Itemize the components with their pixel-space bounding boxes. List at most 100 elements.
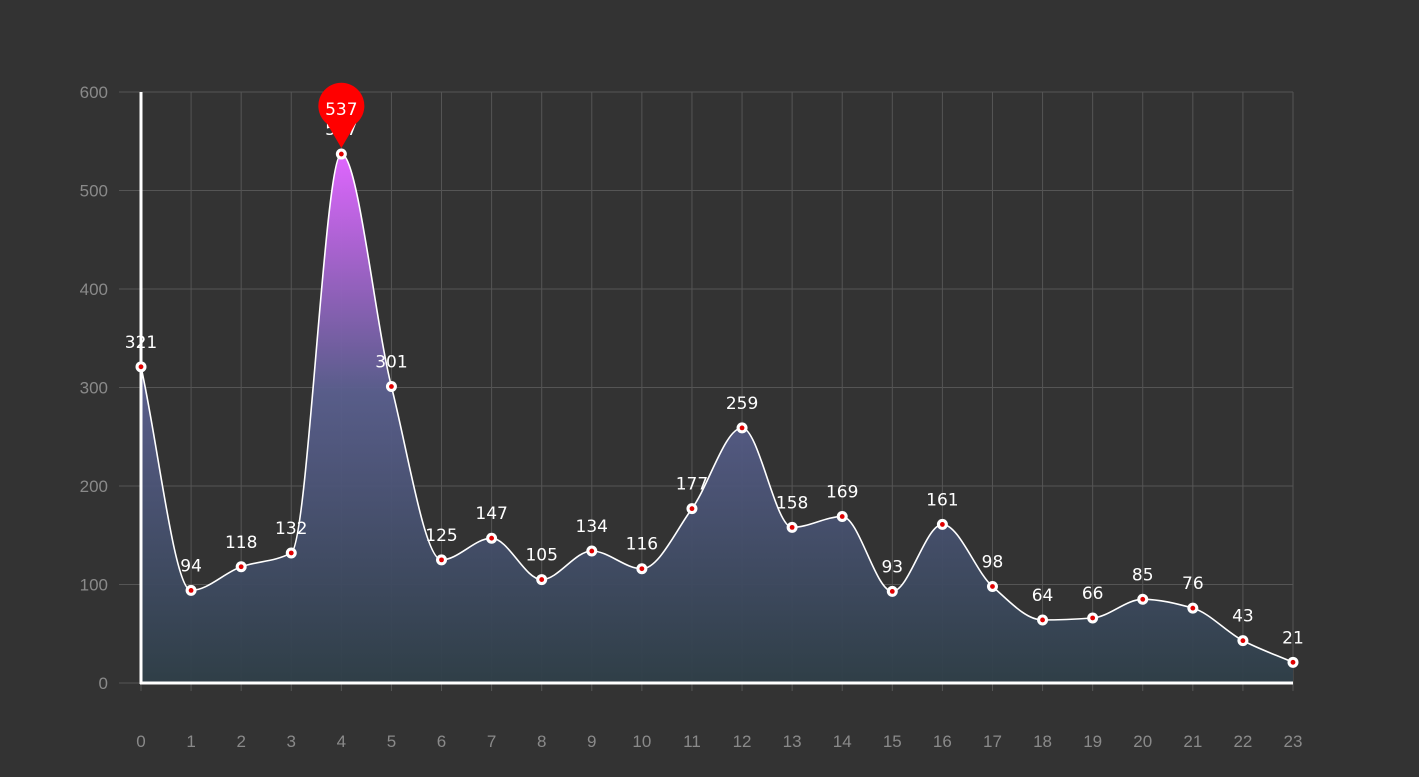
data-point[interactable] (1037, 614, 1049, 626)
data-label: 321 (125, 333, 157, 353)
data-point[interactable] (285, 547, 297, 559)
data-point[interactable] (1237, 635, 1249, 647)
x-tick-label: 17 (983, 732, 1002, 751)
data-label: 161 (926, 490, 958, 510)
data-label: 64 (1032, 586, 1054, 606)
x-tick-label: 12 (733, 732, 752, 751)
data-point-center (138, 364, 144, 370)
series-line (140, 153, 1294, 664)
y-tick-label: 100 (80, 576, 108, 595)
data-label: 301 (375, 353, 407, 373)
data-point[interactable] (836, 511, 848, 523)
data-point[interactable] (1137, 593, 1149, 605)
y-tick-label: 200 (80, 477, 108, 496)
x-tick-label: 10 (632, 732, 651, 751)
data-label: 66 (1082, 584, 1104, 604)
data-label: 134 (576, 517, 608, 537)
x-tick-label: 22 (1233, 732, 1252, 751)
data-point-center (689, 506, 695, 512)
data-point-center (539, 577, 545, 582)
data-point-center (489, 535, 495, 541)
data-label: 169 (826, 483, 858, 503)
data-point[interactable] (936, 518, 948, 530)
x-tick-label: 16 (933, 732, 952, 751)
data-point-center (990, 584, 995, 589)
y-tick-label: 500 (80, 182, 108, 201)
data-point-center (739, 425, 745, 431)
data-point-center (288, 550, 294, 556)
x-tick-label: 19 (1083, 732, 1102, 751)
data-label: 93 (881, 557, 903, 577)
data-point-center (389, 384, 394, 389)
y-tick-label: 0 (99, 674, 108, 693)
x-tick-label: 18 (1033, 732, 1052, 751)
data-point-center (439, 557, 444, 563)
x-tick-label: 0 (136, 732, 145, 751)
data-point[interactable] (135, 361, 147, 373)
data-point[interactable] (436, 554, 448, 566)
data-point[interactable] (586, 545, 598, 557)
data-point-center (839, 514, 845, 519)
x-tick-label: 2 (236, 732, 245, 751)
x-tick-label: 4 (337, 732, 346, 751)
data-point-center (1190, 605, 1196, 611)
max-pin: 537 (318, 82, 365, 149)
data-label: 105 (525, 546, 557, 566)
area-shape (141, 154, 1293, 683)
data-point[interactable] (536, 574, 548, 586)
data-point-center (1090, 615, 1096, 621)
data-label: 116 (626, 535, 658, 555)
data-label: 76 (1182, 574, 1204, 594)
max-pin-label: 537 (325, 100, 357, 120)
data-point[interactable] (385, 381, 397, 393)
data-label: 147 (475, 504, 507, 524)
x-tick-label: 7 (487, 732, 496, 751)
data-point-center (1290, 659, 1296, 665)
x-tick-label: 15 (883, 732, 902, 751)
data-point[interactable] (1187, 602, 1199, 614)
data-point-center (188, 588, 194, 593)
data-label: 85 (1132, 565, 1154, 585)
data-point[interactable] (235, 561, 247, 573)
data-point[interactable] (486, 532, 498, 544)
x-tick-label: 23 (1284, 732, 1303, 751)
area-fill (141, 154, 1293, 683)
y-tick-label: 400 (80, 280, 108, 299)
series-path (140, 153, 1294, 664)
x-tick-label: 14 (833, 732, 852, 751)
data-point[interactable] (736, 422, 748, 434)
data-label: 259 (726, 394, 758, 414)
data-point[interactable] (335, 148, 347, 160)
x-tick-label: 3 (287, 732, 296, 751)
data-label: 125 (425, 526, 457, 546)
data-point-center (238, 564, 244, 570)
x-tick-label: 1 (186, 732, 195, 751)
x-tick-label: 21 (1183, 732, 1202, 751)
data-point-center (1240, 638, 1246, 644)
max-marker: 537 (318, 82, 365, 149)
data-label: 132 (275, 519, 307, 539)
data-point[interactable] (786, 521, 798, 533)
data-point-center (639, 566, 645, 572)
data-point-center (338, 151, 344, 157)
data-point[interactable] (1287, 656, 1299, 668)
data-label: 177 (676, 475, 708, 495)
data-label: 158 (776, 493, 808, 513)
data-point[interactable] (886, 585, 898, 597)
data-point-center (889, 588, 895, 594)
max-pin-shape (318, 82, 365, 149)
x-tick-label: 20 (1133, 732, 1152, 751)
x-tick-label: 5 (387, 732, 396, 751)
data-label: 21 (1282, 628, 1304, 648)
data-point[interactable] (986, 580, 998, 592)
data-point[interactable] (686, 503, 698, 515)
data-points (135, 148, 1299, 668)
data-point[interactable] (185, 584, 197, 596)
axes (119, 91, 1294, 691)
data-point[interactable] (1087, 612, 1099, 624)
data-point-center (1140, 596, 1146, 602)
data-point[interactable] (636, 563, 648, 575)
y-tick-label: 600 (80, 83, 108, 102)
data-point-center (789, 524, 795, 530)
